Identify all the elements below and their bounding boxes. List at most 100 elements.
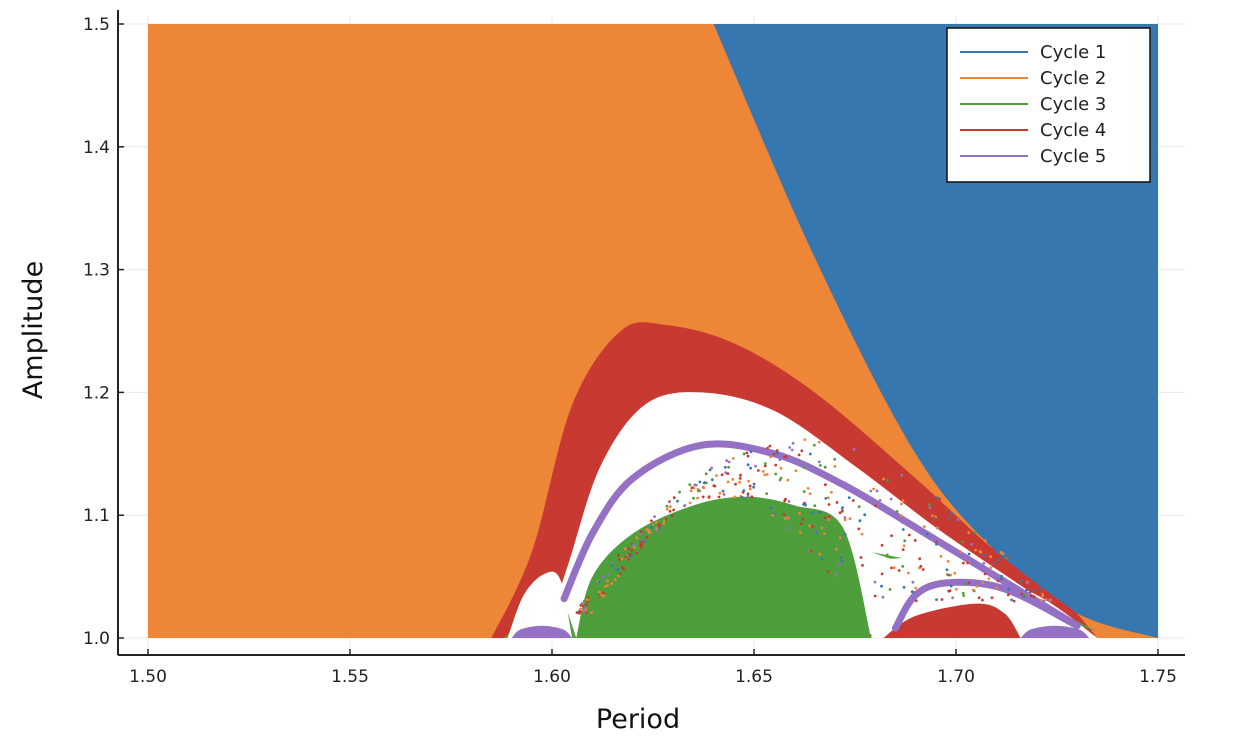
cycle-5-main-curve xyxy=(560,440,1081,630)
scatter-point xyxy=(863,513,867,517)
scatter-point xyxy=(727,460,731,464)
scatter-point xyxy=(604,590,608,594)
scatter-point xyxy=(784,497,787,501)
scatter-point xyxy=(949,584,953,588)
scatter-point xyxy=(649,526,653,529)
scatter-point xyxy=(578,611,581,615)
x-tick-label: 1.75 xyxy=(1139,667,1177,687)
scatter-point xyxy=(820,526,824,530)
scatter-point xyxy=(956,518,960,522)
scatter-point xyxy=(914,599,918,603)
scatter-point xyxy=(911,580,915,584)
scatter-point xyxy=(749,466,752,470)
scatter-point xyxy=(882,477,885,481)
scatter-point xyxy=(705,481,708,485)
scatter-point xyxy=(886,479,889,482)
scatter-point xyxy=(834,573,838,577)
scatter-point xyxy=(584,603,588,607)
scatter-point xyxy=(978,540,982,543)
scatter-point xyxy=(835,501,839,504)
scatter-point xyxy=(1021,582,1025,586)
scatter-point xyxy=(859,556,863,559)
scatter-point xyxy=(897,569,901,572)
scatter-point xyxy=(788,446,792,449)
scatter-point xyxy=(718,491,722,495)
scatter-point xyxy=(809,550,813,553)
scatter-point xyxy=(639,540,642,544)
scatter-point xyxy=(722,493,726,496)
scatter-point xyxy=(935,496,939,500)
scatter-point xyxy=(771,513,775,517)
scatter-point xyxy=(857,527,861,531)
scatter-point xyxy=(648,531,652,534)
scatter-point xyxy=(746,494,750,498)
scatter-point xyxy=(692,496,695,500)
scatter-point xyxy=(872,487,875,491)
scatter-point xyxy=(663,516,666,519)
scatter-point xyxy=(1033,589,1036,593)
scatter-point xyxy=(840,559,844,563)
scatter-point xyxy=(830,491,833,494)
scatter-point xyxy=(990,596,994,600)
scatter-point xyxy=(939,554,943,558)
scatter-point xyxy=(649,523,653,526)
scatter-point xyxy=(720,473,724,477)
scatter-point xyxy=(881,595,885,599)
scatter-point xyxy=(833,457,837,461)
scatter-point xyxy=(671,514,674,518)
scatter-point xyxy=(639,543,642,547)
scatter-point xyxy=(726,472,730,475)
scatter-point xyxy=(938,503,941,507)
scatter-point xyxy=(811,524,814,528)
scatter-point xyxy=(902,544,906,548)
scatter-point xyxy=(977,596,981,600)
scatter-point xyxy=(640,546,643,549)
scatter-point xyxy=(959,531,962,535)
scatter-point xyxy=(603,579,607,583)
scatter-point xyxy=(678,490,681,494)
scatter-point xyxy=(861,564,864,567)
scatter-point xyxy=(582,599,586,603)
x-tick-label: 1.60 xyxy=(533,667,571,687)
scatter-point xyxy=(921,568,925,571)
scatter-point xyxy=(783,517,787,520)
scatter-point xyxy=(838,536,842,539)
scatter-point xyxy=(974,548,977,552)
scatter-point xyxy=(622,567,625,571)
scatter-point xyxy=(928,506,932,509)
scatter-point xyxy=(817,440,821,444)
scatter-point xyxy=(900,473,904,477)
scatter-point xyxy=(1038,587,1042,591)
scatter-point xyxy=(738,480,741,484)
scatter-point xyxy=(658,526,661,530)
scatter-point xyxy=(748,487,752,491)
scatter-point xyxy=(585,598,589,601)
white-left-pocket xyxy=(507,571,573,638)
scatter-point xyxy=(752,485,756,489)
scatter-point xyxy=(940,598,944,601)
scatter-point xyxy=(698,480,702,484)
scatter-point xyxy=(774,463,778,467)
scatter-point xyxy=(1025,596,1028,600)
scatter-point xyxy=(610,564,614,567)
scatter-point xyxy=(640,532,643,536)
scatter-point xyxy=(843,533,847,536)
scatter-point xyxy=(818,552,821,556)
scatter-point xyxy=(930,514,934,517)
scatter-point xyxy=(971,588,975,592)
scatter-point xyxy=(603,585,607,588)
scatter-point xyxy=(989,555,992,559)
scatter-point xyxy=(959,521,963,525)
scatter-point xyxy=(787,500,791,503)
scatter-point xyxy=(947,573,950,577)
scatter-point xyxy=(710,466,714,470)
scatter-point xyxy=(799,522,803,525)
scatter-point xyxy=(935,542,938,546)
scatter-point xyxy=(901,528,905,531)
scatter-point xyxy=(817,460,821,464)
scatter-point xyxy=(964,582,967,586)
scatter-point xyxy=(672,496,676,500)
scatter-point xyxy=(688,501,692,505)
scatter-point xyxy=(1041,594,1045,598)
